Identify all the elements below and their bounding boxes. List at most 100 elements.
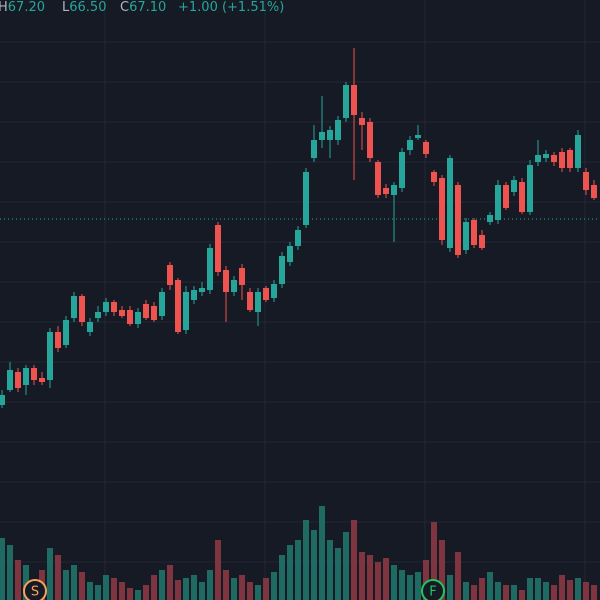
candle-body — [223, 270, 229, 292]
volume-bar — [167, 565, 173, 600]
event-marker-label: F — [429, 585, 436, 600]
volume-bar — [279, 555, 285, 600]
volume-bar — [47, 548, 53, 600]
volume-bar — [295, 540, 301, 600]
candle-body — [39, 378, 45, 382]
volume-bar — [183, 578, 189, 600]
candle-body — [7, 370, 13, 390]
candle-body — [511, 180, 517, 192]
volume-bar — [487, 572, 493, 600]
volume-bar — [79, 572, 85, 600]
candle-body — [119, 310, 125, 316]
candle-body — [295, 230, 301, 246]
volume-bar — [399, 570, 405, 600]
candle-body — [111, 302, 117, 312]
legend-value: 67.10 — [129, 0, 166, 15]
volume-bar — [215, 540, 221, 600]
candle-body — [527, 165, 533, 212]
candle-body — [391, 185, 397, 195]
candle-body — [271, 284, 277, 298]
legend-label: H — [0, 0, 8, 15]
candle-body — [503, 185, 509, 208]
volume-bar — [335, 548, 341, 600]
volume-bar — [55, 555, 61, 600]
candle-body — [167, 265, 173, 285]
volume-bar — [495, 582, 501, 600]
volume-bar — [567, 580, 573, 600]
candle-body — [15, 372, 21, 388]
volume-bar — [503, 585, 509, 600]
volume-bar — [111, 578, 117, 600]
volume-bar — [327, 540, 333, 600]
candle-body — [143, 304, 149, 318]
candle-body — [79, 296, 85, 322]
volume-bar — [95, 585, 101, 600]
candle-body — [575, 135, 581, 168]
candle-body — [487, 215, 493, 222]
volume-bar — [359, 552, 365, 600]
candle-body — [423, 142, 429, 154]
candle-body — [287, 246, 293, 262]
volume-bar — [343, 532, 349, 600]
candle-body — [31, 368, 37, 380]
volume-bar — [247, 582, 253, 600]
volume-bar — [407, 575, 413, 600]
volume-bar — [7, 545, 13, 600]
volume-bar — [231, 578, 237, 600]
candle-body — [359, 118, 365, 125]
legend-label: C — [120, 0, 129, 15]
volume-bar — [439, 540, 445, 600]
candle-body — [303, 172, 309, 225]
volume-bar — [583, 582, 589, 600]
candle-body — [135, 312, 141, 324]
candle-body — [327, 130, 333, 140]
volume-bar — [271, 572, 277, 600]
candle-body — [319, 132, 325, 140]
candle-body — [127, 310, 133, 324]
candle-body — [87, 322, 93, 332]
candle-body — [519, 182, 525, 212]
volume-bar — [383, 558, 389, 600]
candle-body — [311, 140, 317, 158]
volume-bar — [431, 522, 437, 600]
volume-bar — [223, 570, 229, 600]
volume-bar — [135, 590, 141, 600]
candle-body — [375, 162, 381, 195]
volume-bar — [543, 582, 549, 600]
candle-body — [215, 225, 221, 272]
legend-change: +1.00 (+1.51%) — [178, 0, 284, 15]
volume-bar — [63, 570, 69, 600]
candle-body — [399, 152, 405, 188]
candle-body — [367, 122, 373, 158]
volume-bar — [71, 565, 77, 600]
volume-bar — [151, 575, 157, 600]
candle-body — [455, 185, 461, 255]
candle-body — [431, 172, 437, 182]
candle-body — [463, 222, 469, 250]
volume-bar — [0, 538, 5, 600]
candle-body — [591, 185, 597, 198]
volume-bar — [199, 582, 205, 600]
volume-bar — [375, 562, 381, 600]
volume-bar — [415, 572, 421, 600]
volume-bar — [471, 585, 477, 600]
volume-bar — [311, 530, 317, 600]
candle-body — [567, 150, 573, 168]
volume-bar — [559, 575, 565, 600]
legend-value: 67.20 — [8, 0, 45, 15]
candle-body — [23, 368, 29, 385]
volume-bar — [519, 590, 525, 600]
volume-bar — [191, 575, 197, 600]
legend-value: 66.50 — [69, 0, 106, 15]
candle-body — [103, 302, 109, 312]
candle-body — [151, 306, 157, 320]
volume-bar — [527, 578, 533, 600]
volume-bar — [455, 552, 461, 600]
candle-body — [63, 320, 69, 345]
candle-body — [71, 296, 77, 318]
candle-body — [183, 292, 189, 330]
candle-body — [175, 280, 181, 332]
volume-bar — [287, 545, 293, 600]
